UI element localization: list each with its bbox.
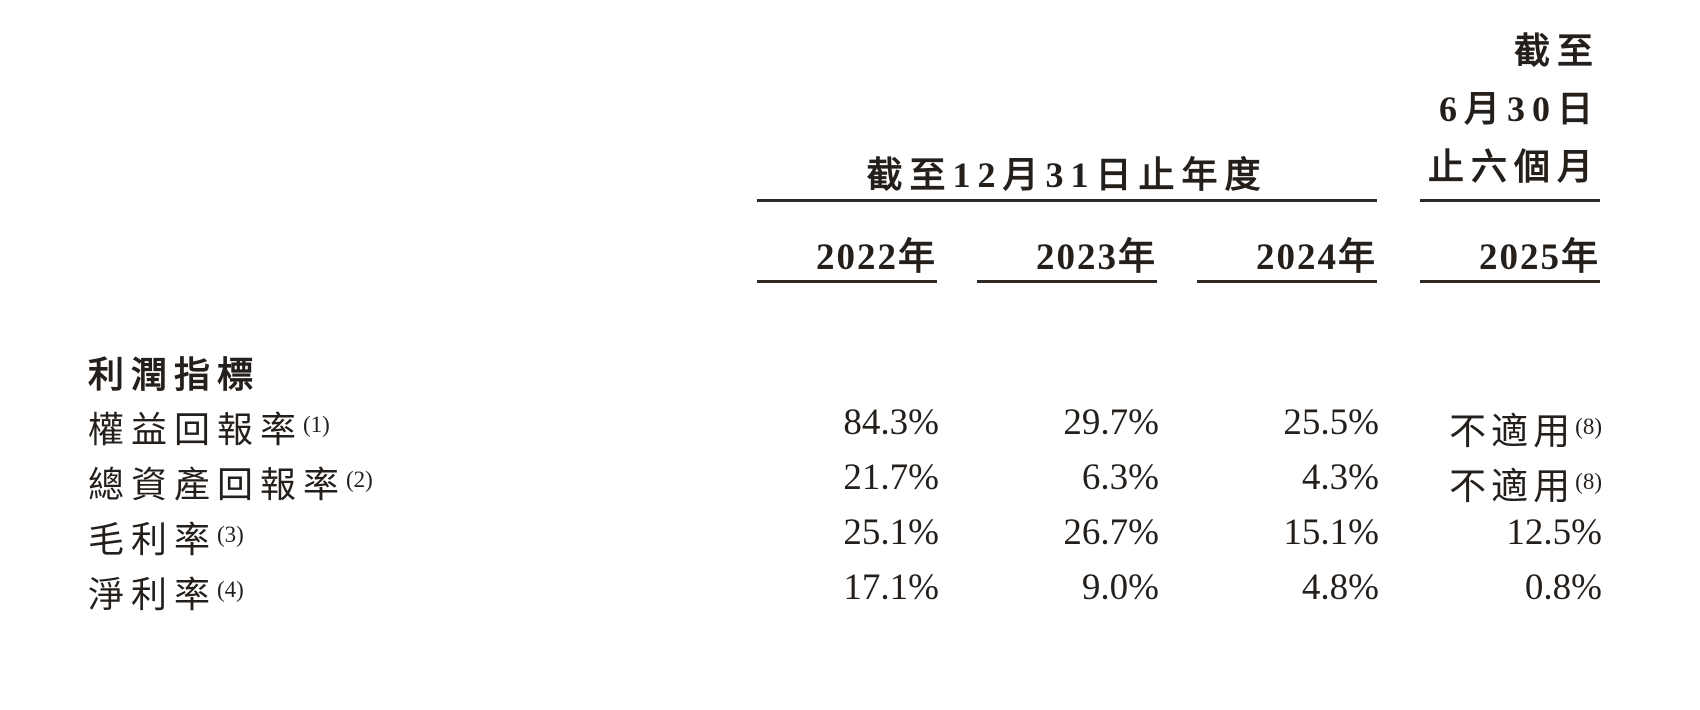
cell-value-text: 不適用 <box>1449 467 1576 508</box>
cell-value: 84.3% <box>757 401 939 444</box>
table-row-gross-margin: 毛利率(3) 25.1% 26.7% 15.1% 12.5% <box>0 511 1700 560</box>
table-row-net-margin: 淨利率(4) 17.1% 9.0% 4.8% 0.8% <box>0 566 1700 615</box>
year-rule-2024 <box>1197 280 1377 283</box>
cell-value: 6.3% <box>977 456 1159 499</box>
interim-header-line-3: 止六個月 <box>1427 147 1600 187</box>
cell-value-text: 29.7% <box>1063 402 1159 443</box>
cell-value-text: 21.7% <box>843 457 939 498</box>
row-label: 總資產回報率(2) <box>88 456 373 508</box>
cell-value: 4.8% <box>1197 566 1379 609</box>
row-label-text: 總資產回報率 <box>88 465 347 505</box>
year-header-2023: 2023年 <box>1036 237 1157 278</box>
section-header-row: 利潤指標 <box>0 346 1700 395</box>
footnote-marker: (8) <box>1575 414 1602 439</box>
cell-value-text: 17.1% <box>843 567 939 608</box>
cell-value-text: 15.1% <box>1283 512 1379 553</box>
table-row-return-on-total-assets: 總資產回報率(2) 21.7% 6.3% 4.3% 不適用(8) <box>0 456 1700 508</box>
row-label-text: 毛利率 <box>88 520 218 560</box>
cell-value-text: 4.3% <box>1301 457 1379 498</box>
row-label-text: 權益回報率 <box>88 410 304 450</box>
section-header-label: 利潤指標 <box>88 355 261 395</box>
cell-value: 21.7% <box>757 456 939 499</box>
cell-value-text: 84.3% <box>843 402 939 443</box>
annual-period-group-header: 截至12月31日止年度 <box>866 155 1268 195</box>
row-label-text: 淨利率 <box>88 575 218 615</box>
cell-value: 25.1% <box>757 511 939 554</box>
cell-value: 25.5% <box>1197 401 1379 444</box>
interim-group-rule <box>1420 199 1600 202</box>
cell-value: 26.7% <box>977 511 1159 554</box>
row-label: 毛利率(3) <box>88 511 244 563</box>
footnote-marker: (3) <box>217 522 244 547</box>
footnote-marker: (1) <box>303 412 330 437</box>
year-header-2025: 2025年 <box>1479 237 1600 278</box>
cell-value-text: 6.3% <box>1081 457 1159 498</box>
cell-value-text: 9.0% <box>1081 567 1159 608</box>
footnote-marker: (4) <box>217 577 244 602</box>
year-rule-2025 <box>1420 280 1600 283</box>
cell-value: 不適用(8) <box>1420 401 1602 455</box>
footnote-marker: (8) <box>1575 469 1602 494</box>
year-header-2022: 2022年 <box>816 237 937 278</box>
cell-value-text: 25.5% <box>1283 402 1379 443</box>
cell-value: 9.0% <box>977 566 1159 609</box>
cell-value-text: 不適用 <box>1449 412 1576 453</box>
cell-value-text: 4.8% <box>1301 567 1379 608</box>
cell-value: 4.3% <box>1197 456 1379 499</box>
cell-value-text: 26.7% <box>1063 512 1159 553</box>
cell-value-text: 12.5% <box>1506 512 1602 553</box>
annual-group-rule <box>757 199 1377 202</box>
cell-value: 0.8% <box>1420 566 1602 609</box>
cell-value-text: 0.8% <box>1524 567 1602 608</box>
cell-value-text: 25.1% <box>843 512 939 553</box>
cell-value: 15.1% <box>1197 511 1379 554</box>
interim-header-line-2: 6月30日 <box>1438 89 1600 129</box>
year-rule-2023 <box>977 280 1157 283</box>
interim-header-line-1: 截至 <box>1513 31 1600 71</box>
row-label: 淨利率(4) <box>88 566 244 618</box>
interim-period-group-header: 截至 6月30日 止六個月 <box>1300 22 1600 196</box>
cell-value: 29.7% <box>977 401 1159 444</box>
row-label: 權益回報率(1) <box>88 401 330 453</box>
year-header-2024: 2024年 <box>1256 237 1377 278</box>
table-row-return-on-equity: 權益回報率(1) 84.3% 29.7% 25.5% 不適用(8) <box>0 401 1700 453</box>
cell-value: 不適用(8) <box>1420 456 1602 510</box>
cell-value: 17.1% <box>757 566 939 609</box>
cell-value: 12.5% <box>1420 511 1602 554</box>
footnote-marker: (2) <box>346 467 373 492</box>
year-rule-2022 <box>757 280 937 283</box>
